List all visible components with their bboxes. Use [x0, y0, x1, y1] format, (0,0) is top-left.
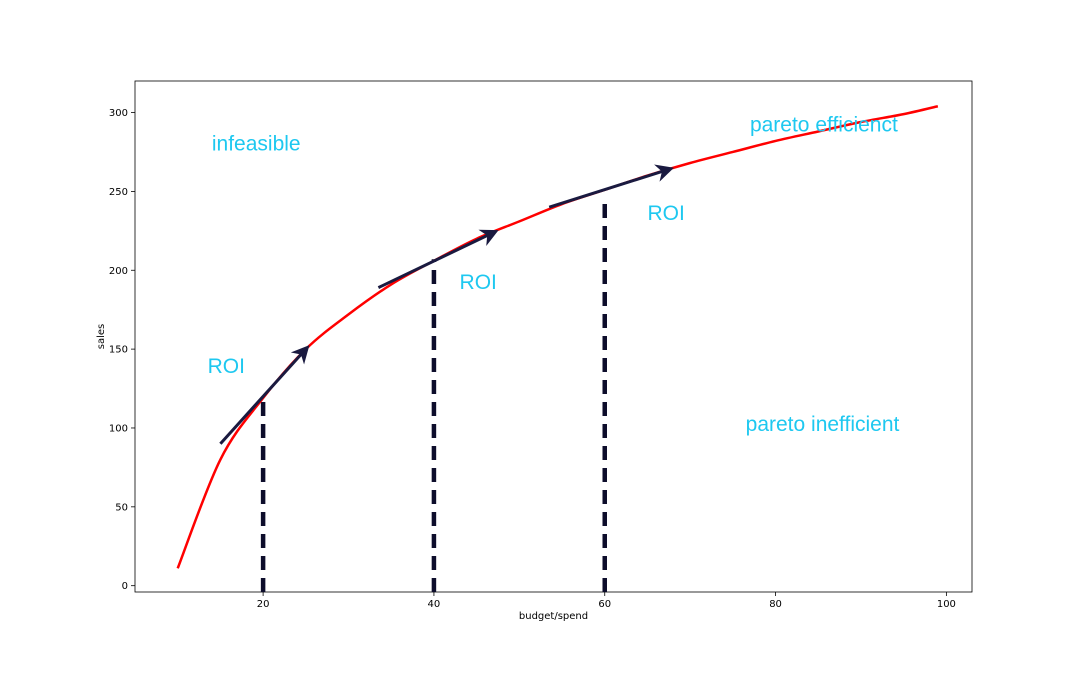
- arrow-layer: [219, 164, 674, 445]
- x-axis-label: budget/spend: [519, 611, 588, 622]
- plot-frame: [134, 80, 973, 593]
- y-tick-label: 150: [109, 345, 128, 356]
- roi-arrow: [548, 164, 674, 209]
- annotation-text: ROI: [460, 271, 497, 294]
- roi-arrow: [377, 229, 499, 289]
- y-tick-label: 300: [109, 108, 128, 119]
- y-tick-label: 0: [122, 581, 128, 592]
- annotation-text: pareto inefficient: [746, 413, 900, 436]
- annotation-text: ROI: [647, 202, 684, 225]
- y-tick-label: 50: [115, 502, 128, 513]
- x-tick-label: 100: [937, 599, 956, 610]
- x-tick-label: 20: [257, 599, 270, 610]
- y-tick-label: 250: [109, 187, 128, 198]
- annotation-text: infeasible: [212, 132, 301, 155]
- y-axis-label: sales: [96, 324, 107, 349]
- dashed-lines: [260, 204, 607, 592]
- annotation-text: pareto efficienct: [750, 113, 898, 136]
- plot-border: [134, 80, 973, 593]
- annotation-layer: infeasible pareto efficienct ROI ROI ROI pare…: [208, 113, 900, 436]
- y-tick-label: 100: [109, 423, 128, 434]
- x-tick-label: 60: [598, 599, 611, 610]
- x-tick-label: 80: [769, 599, 782, 610]
- sales-curve: [176, 105, 939, 569]
- roi-arrow: [219, 345, 310, 445]
- y-tick-label: 200: [109, 266, 128, 277]
- annotation-text: ROI: [208, 355, 245, 378]
- axis-ticks: 20 40 60 80 100 0 50 100 150 200 250 300: [109, 108, 956, 610]
- curve-layer: [176, 105, 939, 569]
- x-tick-label: 40: [428, 599, 441, 610]
